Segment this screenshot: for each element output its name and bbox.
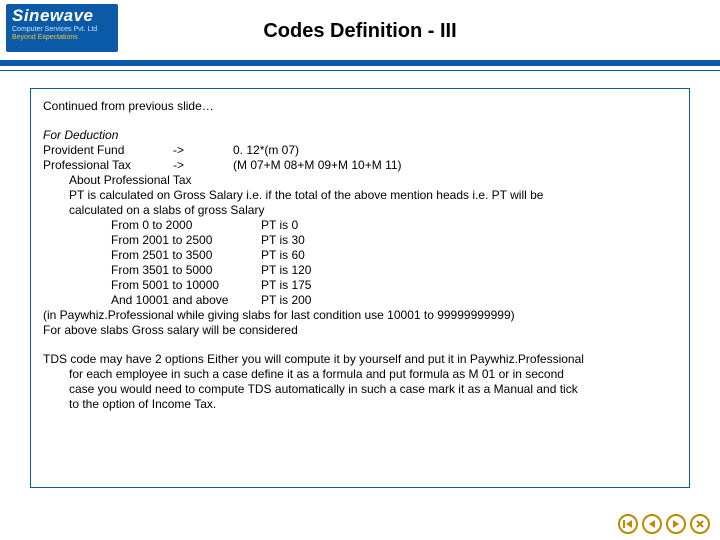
slab-list: From 0 to 2000PT is 0From 2001 to 2500PT… xyxy=(43,218,677,308)
slab-row: From 2001 to 2500PT is 30 xyxy=(43,233,677,248)
pt-row: Professional Tax -> (M 07+M 08+M 09+M 10… xyxy=(43,158,677,173)
slab-row: From 5001 to 10000PT is 175 xyxy=(43,278,677,293)
brand-name: Sinewave xyxy=(12,7,112,24)
brand-tagline: Beyond Expectations xyxy=(12,34,112,42)
slab-range: From 3501 to 5000 xyxy=(111,263,261,278)
divider-thin xyxy=(0,70,720,71)
next-button[interactable] xyxy=(666,514,686,534)
slab-range: And 10001 and above xyxy=(111,293,261,308)
pt-desc-1: PT is calculated on Gross Salary i.e. if… xyxy=(43,188,677,203)
slab-value: PT is 0 xyxy=(261,218,298,233)
slab-value: PT is 175 xyxy=(261,278,311,293)
divider-thick xyxy=(0,60,720,66)
slab-value: PT is 120 xyxy=(261,263,311,278)
pf-row: Provident Fund -> 0. 12*(m 07) xyxy=(43,143,677,158)
brand-logo: Sinewave Computer Services Pvt. Ltd Beyo… xyxy=(6,4,118,52)
slab-range: From 2001 to 2500 xyxy=(111,233,261,248)
slab-value: PT is 60 xyxy=(261,248,305,263)
pf-value: 0. 12*(m 07) xyxy=(233,143,677,158)
prev-icon xyxy=(646,518,658,530)
tds-line-1: TDS code may have 2 options Either you w… xyxy=(43,352,677,367)
close-button[interactable] xyxy=(690,514,710,534)
slab-range: From 2501 to 3500 xyxy=(111,248,261,263)
pt-desc-2: calculated on a slabs of gross Salary xyxy=(43,203,677,218)
brand-sub: Computer Services Pvt. Ltd xyxy=(12,26,112,34)
tds-block: TDS code may have 2 options Either you w… xyxy=(43,352,677,412)
slab-row: From 0 to 2000PT is 0 xyxy=(43,218,677,233)
pt-arrow: -> xyxy=(173,158,233,173)
pf-arrow: -> xyxy=(173,143,233,158)
slab-range: From 0 to 2000 xyxy=(111,218,261,233)
nav-controls xyxy=(618,514,710,534)
tds-line-2: for each employee in such a case define … xyxy=(43,367,677,382)
slab-value: PT is 200 xyxy=(261,293,311,308)
first-icon xyxy=(622,518,634,530)
deduction-heading: For Deduction xyxy=(43,128,677,143)
slab-range: From 5001 to 10000 xyxy=(111,278,261,293)
first-button[interactable] xyxy=(618,514,638,534)
tds-line-3: case you would need to compute TDS autom… xyxy=(43,382,677,397)
close-icon xyxy=(694,518,706,530)
slab-row: From 2501 to 3500PT is 60 xyxy=(43,248,677,263)
pf-label: Provident Fund xyxy=(43,143,173,158)
slab-row: From 3501 to 5000PT is 120 xyxy=(43,263,677,278)
about-pt: About Professional Tax xyxy=(43,173,677,188)
slab-note-2: For above slabs Gross salary will be con… xyxy=(43,323,677,338)
continued-note: Continued from previous slide… xyxy=(43,99,677,114)
pt-value: (M 07+M 08+M 09+M 10+M 11) xyxy=(233,158,677,173)
content-panel: Continued from previous slide… For Deduc… xyxy=(30,88,690,488)
slab-value: PT is 30 xyxy=(261,233,305,248)
slab-row: And 10001 and abovePT is 200 xyxy=(43,293,677,308)
next-icon xyxy=(670,518,682,530)
slide-header: Sinewave Computer Services Pvt. Ltd Beyo… xyxy=(0,0,720,60)
slab-note-1: (in Paywhiz.Professional while giving sl… xyxy=(43,308,677,323)
prev-button[interactable] xyxy=(642,514,662,534)
tds-line-4: to the option of Income Tax. xyxy=(43,397,677,412)
pt-label: Professional Tax xyxy=(43,158,173,173)
